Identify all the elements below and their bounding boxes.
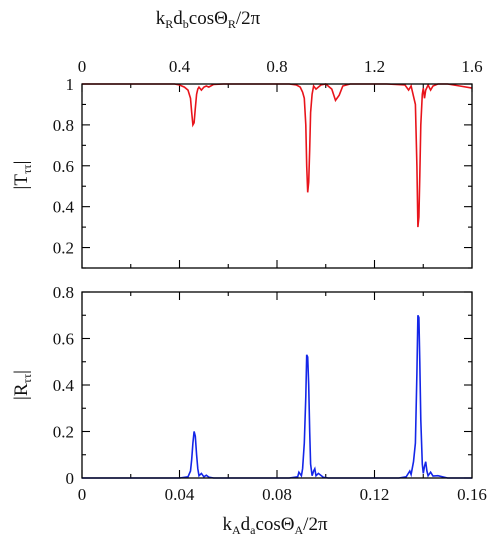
bottom-panel-ticks [81, 291, 473, 479]
top-y-tick-label: 0.8 [53, 116, 74, 135]
top-y-tick-label: 0.2 [53, 239, 74, 258]
top-y-axis-title: |Tττ| [11, 161, 34, 190]
top-axis-tick-label: 0.8 [266, 57, 287, 76]
top-axis-tick-label: 1.6 [461, 57, 482, 76]
top-y-tick-label: 1 [66, 75, 75, 94]
bottom-y-tick-label: 0.6 [53, 330, 74, 349]
bottom-x-tick-label: 0 [78, 485, 87, 504]
bottom-panel-tick-labels: 0 0.04 0.08 0.12 0.16 0 0.2 0.4 0.6 0.8 [53, 283, 487, 504]
top-panel-frame [81, 83, 473, 269]
bottom-x-tick-label: 0.08 [262, 485, 292, 504]
bottom-y-axis-title: |Rττ| [11, 370, 34, 400]
top-y-tick-label: 0.4 [53, 198, 75, 217]
top-panel-ticks [81, 83, 473, 269]
reflection-series-line [82, 314, 472, 479]
bottom-y-tick-label: 0.8 [53, 283, 74, 302]
bottom-panel: 0 0.04 0.08 0.12 0.16 0 0.2 0.4 0.6 0.8 kAdacosΘA… [11, 283, 487, 537]
bottom-x-tick-label: 0.16 [457, 485, 487, 504]
bottom-x-tick-label: 0.12 [360, 485, 390, 504]
bottom-y-tick-label: 0.2 [53, 423, 74, 442]
top-panel: 0.2 0.4 0.6 0.8 1 0 0.4 0.8 1.2 1.6 kRdbcosΘR/2π… [11, 8, 483, 269]
top-axis-tick-label: 0.4 [169, 57, 191, 76]
top-axis-tick-label: 0 [78, 57, 87, 76]
top-panel-tick-labels: 0.2 0.4 0.6 0.8 1 [53, 75, 75, 258]
bottom-x-axis-title: kAdacosΘA/2π [222, 514, 328, 537]
top-y-tick-label: 0.6 [53, 157, 74, 176]
bottom-y-tick-label: 0.4 [53, 376, 75, 395]
top-axis-title: kRdbcosΘR/2π [156, 8, 261, 31]
bottom-panel-frame [81, 291, 473, 479]
transmission-series-line [82, 83, 473, 228]
top-axis-tick-label: 1.2 [364, 57, 385, 76]
bottom-y-tick-label: 0 [66, 469, 75, 488]
top-axis-tick-labels: 0 0.4 0.8 1.2 1.6 [78, 57, 483, 76]
bottom-x-tick-label: 0.04 [165, 485, 195, 504]
